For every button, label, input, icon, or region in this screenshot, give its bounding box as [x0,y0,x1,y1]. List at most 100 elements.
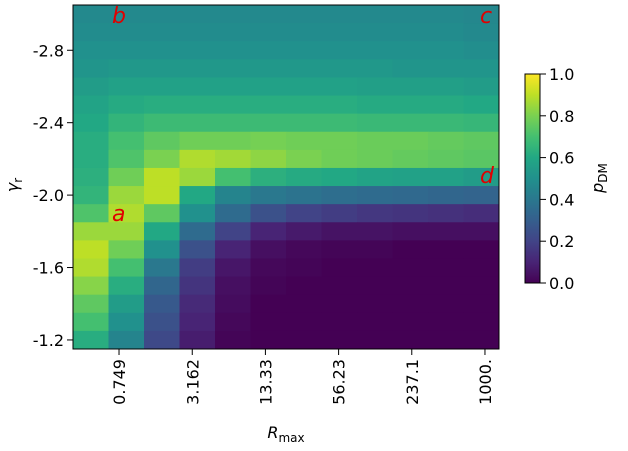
heatmap-cell [286,167,322,187]
heatmap-cell [73,330,109,350]
heatmap-cell [392,330,429,350]
heatmap-cell [286,113,322,133]
heatmap [73,5,500,350]
heatmap-cell [286,276,322,296]
heatmap-cell [144,113,180,133]
heatmap-cell [73,258,109,278]
colorbar-tick-label: 0.6 [549,149,574,168]
heatmap-cell [392,131,429,151]
heatmap-cell [392,41,429,60]
heatmap-cell [73,276,109,296]
heatmap-cell [144,77,180,97]
heatmap-cell [463,131,500,151]
heatmap-cell [392,240,429,259]
heatmap-cell [215,204,251,223]
cbar-label-main: p [588,183,607,194]
heatmap-cell [144,95,180,115]
heatmap-cell [286,149,322,169]
heatmap-cell [108,222,145,241]
heatmap-cell [286,312,322,332]
heatmap-cell [144,258,180,278]
heatmap-cell [286,95,322,115]
heatmap-cell [463,77,500,97]
heatmap-cell [73,95,109,115]
heatmap-cell [73,131,109,151]
heatmap-cell [392,222,429,241]
heatmap-cell [286,59,322,78]
y-tick-label: -2.4 [33,114,64,133]
heatmap-cell [463,294,500,314]
heatmap-cell [463,5,500,24]
heatmap-cell [215,41,251,60]
heatmap-cell [357,77,393,97]
heatmap-cell [321,41,358,60]
heatmap-cell [215,222,251,241]
heatmap-cell [357,330,393,350]
heatmap-cell [250,312,287,332]
heatmap-cell [392,77,429,97]
annotation: b [112,4,126,29]
heatmap-cell [108,258,145,278]
heatmap-cell [179,113,216,133]
heatmap-cell [357,131,393,151]
cbar-label-sub: DM [596,163,610,183]
heatmap-cell [321,240,358,259]
heatmap-cell [286,258,322,278]
heatmap-cell [357,5,393,24]
heatmap-cell [108,77,145,97]
heatmap-cell [250,95,287,115]
plot-frame [72,4,500,350]
annotation: c [480,4,492,29]
heatmap-cell [392,258,429,278]
heatmap-cell [144,330,180,350]
heatmap-cell [250,276,287,296]
colorbar-tick-label: 0.0 [549,274,574,293]
heatmap-cell [428,167,464,187]
heatmap-cell [108,167,145,187]
colorbar-tick-label: 0.4 [549,190,574,209]
heatmap-cell [286,186,322,205]
heatmap-cell [428,113,464,133]
heatmap-cell [357,23,393,42]
heatmap-cell [428,276,464,296]
heatmap-cell [250,131,287,151]
heatmap-cell [357,258,393,278]
heatmap-cell [392,5,429,24]
heatmap-cell [250,240,287,259]
heatmap-cell [215,131,251,151]
heatmap-cell [250,204,287,223]
x-tick-label: 0.749 [110,359,129,405]
heatmap-cell [286,23,322,42]
heatmap-cell [357,149,393,169]
heatmap-cell [392,113,429,133]
heatmap-cell [357,294,393,314]
heatmap-cell [250,149,287,169]
heatmap-cell [392,204,429,223]
heatmap-cell [215,186,251,205]
heatmap-cell [357,312,393,332]
heatmap-cell [144,5,180,24]
heatmap-cell [428,330,464,350]
heatmap-cell [428,258,464,278]
heatmap-cell [73,149,109,169]
y-label-main: γ [3,181,22,192]
heatmap-cell [428,222,464,241]
heatmap-cell [144,186,180,205]
heatmap-cell [144,149,180,169]
heatmap-cell [144,222,180,241]
heatmap-cell [108,240,145,259]
heatmap-cell [321,186,358,205]
heatmap-cell [392,312,429,332]
heatmap-cell [250,294,287,314]
heatmap-cell [463,186,500,205]
heatmap-cell [286,204,322,223]
heatmap-cell [321,131,358,151]
heatmap-cell [357,113,393,133]
heatmap-cell [215,59,251,78]
heatmap-cell [392,294,429,314]
annotation: a [112,202,125,227]
heatmap-cell [321,330,358,350]
heatmap-cell [250,113,287,133]
heatmap-cell [357,186,393,205]
